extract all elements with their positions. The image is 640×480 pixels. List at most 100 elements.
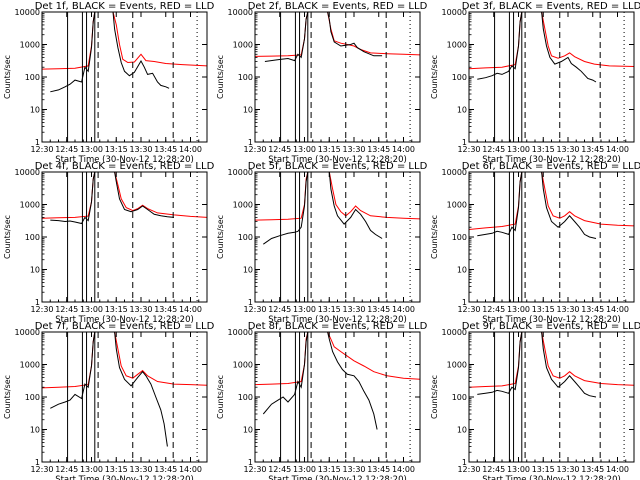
panel-det-1: Det 1f, BLACK = Events, RED = LLD 12:30 12… xyxy=(3,1,215,165)
x-tick-label: 13:45 xyxy=(154,465,177,474)
plot-frame xyxy=(254,11,421,143)
x-tick-label: 13:00 xyxy=(507,145,530,154)
x-tick-label: 12:45 xyxy=(268,305,291,314)
x-axis-label: Start Time (30-Nov-12 12:28:20) xyxy=(482,475,621,480)
x-tick-label: 13:45 xyxy=(154,305,177,314)
x-tick-label: 13:15 xyxy=(318,465,341,474)
x-tick-label: 13:15 xyxy=(105,305,128,314)
plot-frame xyxy=(254,171,421,303)
x-tick-label: 13:00 xyxy=(507,465,530,474)
x-tick-label: 14:00 xyxy=(392,305,415,314)
panel-det-6: Det 6f, BLACK = Events, RED = LLD 12:30 12… xyxy=(430,161,640,325)
x-tick-label: 13:45 xyxy=(367,145,390,154)
x-tick-label: 12:30 xyxy=(30,145,53,154)
x-tick-label: 12:45 xyxy=(55,145,78,154)
events-series-line xyxy=(264,12,383,62)
x-tick-label: 12:45 xyxy=(268,465,291,474)
y-tick-label: 1000 xyxy=(233,361,253,370)
lld-series-line xyxy=(255,172,420,221)
panel-title: Det 1f, BLACK = Events, RED = LLD xyxy=(35,1,215,12)
y-tick-label: 1000 xyxy=(447,41,467,50)
y-tick-label: 100 xyxy=(25,393,40,402)
x-tick-label: 13:00 xyxy=(293,145,316,154)
y-tick-label: 100 xyxy=(238,393,253,402)
y-tick-label: 1 xyxy=(248,298,253,307)
x-axis-label: Start Time (30-Nov-12 12:28:20) xyxy=(482,155,621,165)
x-axis-label: Start Time (30-Nov-12 12:28:20) xyxy=(268,475,407,480)
y-tick-label: 1 xyxy=(462,458,467,467)
y-tick-label: 1 xyxy=(462,138,467,147)
y-tick-label: 100 xyxy=(238,233,253,242)
x-tick-label: 12:45 xyxy=(268,145,291,154)
x-tick-label: 12:30 xyxy=(30,465,53,474)
x-tick-label: 13:30 xyxy=(556,465,579,474)
x-tick-label: 13:00 xyxy=(293,305,316,314)
panel-title: Det 9f, BLACK = Events, RED = LLD xyxy=(462,321,640,332)
events-series-line xyxy=(262,332,378,430)
y-tick-label: 10000 xyxy=(442,168,467,177)
events-series-line xyxy=(263,172,383,245)
y-axis-label: Counts/sec xyxy=(3,55,12,99)
x-tick-label: 12:30 xyxy=(243,465,266,474)
events-series-line xyxy=(477,332,597,398)
y-tick-label: 100 xyxy=(25,73,40,82)
panel-det-2: Det 2f, BLACK = Events, RED = LLD 12:30 12… xyxy=(216,1,428,165)
x-tick-label: 13:45 xyxy=(367,305,390,314)
lld-series-line xyxy=(42,12,207,70)
y-tick-label: 1000 xyxy=(20,41,40,50)
lld-series-line xyxy=(255,332,420,386)
x-tick-label: 12:45 xyxy=(482,305,505,314)
x-tick-label: 13:15 xyxy=(105,465,128,474)
panel-title: Det 2f, BLACK = Events, RED = LLD xyxy=(248,1,428,12)
lld-series-line xyxy=(469,172,634,230)
y-tick-label: 10 xyxy=(457,426,467,435)
events-series-line xyxy=(50,332,168,447)
x-tick-label: 12:45 xyxy=(482,145,505,154)
x-tick-label: 13:30 xyxy=(342,145,365,154)
x-tick-label: 13:15 xyxy=(532,305,555,314)
y-axis-label: Counts/sec xyxy=(430,215,439,259)
y-tick-label: 1 xyxy=(462,298,467,307)
x-axis-label: Start Time (30-Nov-12 12:28:20) xyxy=(482,315,621,325)
y-axis-label: Counts/sec xyxy=(216,215,225,259)
x-tick-label: 12:45 xyxy=(482,465,505,474)
x-tick-label: 13:30 xyxy=(129,305,152,314)
y-axis-label: Counts/sec xyxy=(216,375,225,419)
events-series-line xyxy=(477,12,597,83)
panel-title: Det 6f, BLACK = Events, RED = LLD xyxy=(462,161,640,172)
y-tick-label: 10 xyxy=(243,266,253,275)
y-axis-label: Counts/sec xyxy=(430,375,439,419)
plot-frame xyxy=(468,171,635,303)
x-tick-label: 13:30 xyxy=(342,305,365,314)
plot-frame xyxy=(41,11,208,143)
plot-frame xyxy=(254,331,421,463)
x-tick-label: 13:00 xyxy=(293,465,316,474)
x-tick-label: 12:30 xyxy=(457,465,480,474)
y-tick-label: 10000 xyxy=(442,328,467,337)
y-tick-label: 1 xyxy=(248,458,253,467)
panel-title: Det 3f, BLACK = Events, RED = LLD xyxy=(462,1,640,12)
x-tick-label: 13:15 xyxy=(532,145,555,154)
x-tick-label: 14:00 xyxy=(179,305,202,314)
x-tick-label: 13:30 xyxy=(342,465,365,474)
x-tick-label: 12:30 xyxy=(457,305,480,314)
x-tick-label: 14:00 xyxy=(606,145,629,154)
y-tick-label: 10 xyxy=(457,106,467,115)
panel-title: Det 8f, BLACK = Events, RED = LLD xyxy=(248,321,428,332)
y-tick-label: 1000 xyxy=(20,361,40,370)
x-tick-label: 12:45 xyxy=(55,465,78,474)
panel-det-8: Det 8f, BLACK = Events, RED = LLD 12:30 12… xyxy=(216,321,428,480)
x-tick-label: 12:30 xyxy=(457,145,480,154)
x-tick-label: 13:45 xyxy=(154,145,177,154)
x-tick-label: 14:00 xyxy=(392,465,415,474)
x-axis-label: Start Time (30-Nov-12 12:28:20) xyxy=(55,475,194,480)
x-tick-label: 13:00 xyxy=(80,465,103,474)
x-tick-label: 13:45 xyxy=(581,145,604,154)
x-tick-label: 12:30 xyxy=(243,145,266,154)
x-tick-label: 14:00 xyxy=(179,465,202,474)
panel-det-9: Det 9f, BLACK = Events, RED = LLD 12:30 12… xyxy=(430,321,640,480)
x-tick-label: 13:15 xyxy=(532,465,555,474)
events-series-line xyxy=(477,172,597,239)
plot-frame xyxy=(41,331,208,463)
y-tick-label: 10000 xyxy=(442,8,467,17)
